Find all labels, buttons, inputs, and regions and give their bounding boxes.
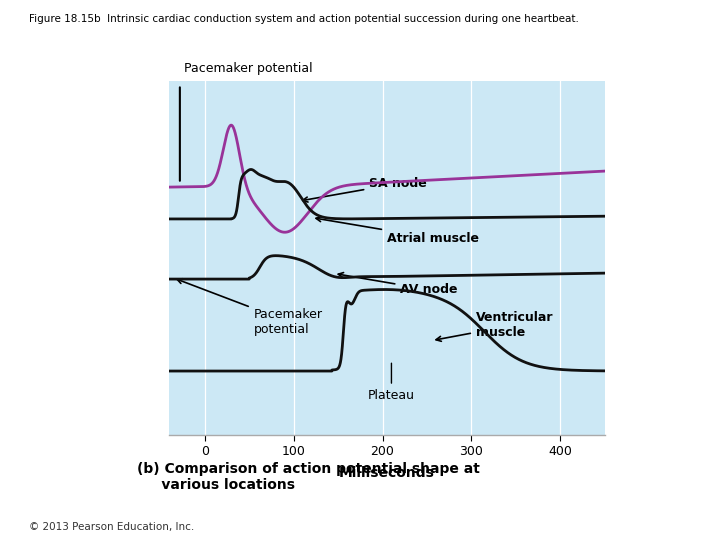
X-axis label: Milliseconds: Milliseconds — [339, 467, 435, 481]
Text: Ventricular
muscle: Ventricular muscle — [436, 311, 554, 341]
Text: AV node: AV node — [338, 273, 458, 296]
Text: Pacemaker
potential: Pacemaker potential — [177, 279, 323, 335]
Text: Figure 18.15b  Intrinsic cardiac conduction system and action potential successi: Figure 18.15b Intrinsic cardiac conducti… — [29, 14, 579, 24]
Text: Plateau: Plateau — [368, 363, 415, 402]
Text: Pacemaker potential: Pacemaker potential — [184, 62, 312, 75]
Text: SA node: SA node — [302, 177, 427, 202]
Text: (b) Comparison of action potential shape at
     various locations: (b) Comparison of action potential shape… — [137, 462, 480, 492]
Text: Atrial muscle: Atrial muscle — [316, 217, 479, 245]
Text: © 2013 Pearson Education, Inc.: © 2013 Pearson Education, Inc. — [29, 522, 194, 532]
